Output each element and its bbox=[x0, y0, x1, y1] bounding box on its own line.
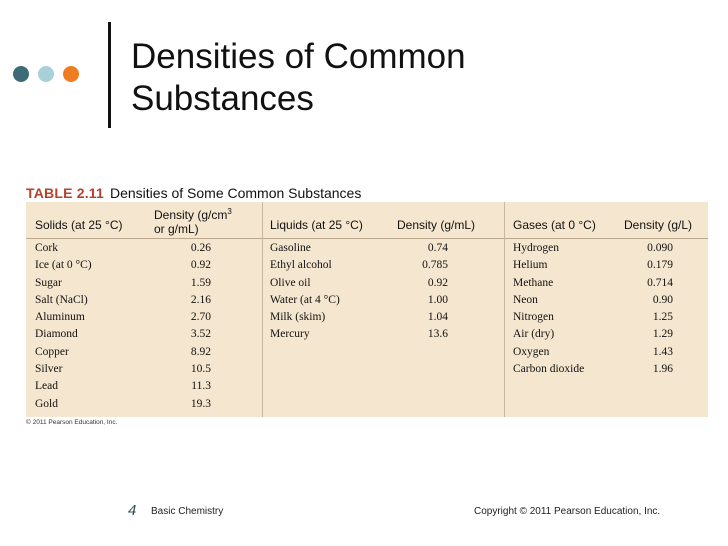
table-cell: Oxygen bbox=[513, 345, 550, 358]
table-cell: Neon bbox=[513, 293, 538, 306]
slide-number: 4 bbox=[128, 502, 137, 519]
table-column-liquids-density: 0.74 0.785 0.92 1.00 1.04 13.6 bbox=[408, 240, 448, 344]
slide-title-line2: Substances bbox=[131, 79, 314, 118]
table-cell: 1.59 bbox=[190, 276, 211, 289]
table-cell: 1.29 bbox=[652, 328, 673, 341]
table-cell: Salt (NaCl) bbox=[35, 293, 88, 306]
table-cell: Silver bbox=[35, 363, 63, 376]
table-cell: Cork bbox=[35, 242, 58, 254]
table-number: TABLE 2.11 bbox=[26, 185, 104, 201]
slide-title: Densities of Common Substances bbox=[131, 36, 466, 120]
table-cell: Air (dry) bbox=[513, 328, 555, 341]
table-cell: Water (at 4 °C) bbox=[270, 293, 340, 306]
table-cell: 0.179 bbox=[647, 259, 673, 272]
table-cell: 1.25 bbox=[652, 311, 673, 324]
table-cell: Ethyl alcohol bbox=[270, 259, 332, 272]
title-divider bbox=[108, 22, 111, 128]
densities-table: Solids (at 25 °C) Density (g/cm3 or g/mL)… bbox=[26, 202, 708, 417]
header-gases-density: Density (g/L) bbox=[624, 218, 693, 232]
header-solids-density-sup: 3 bbox=[227, 207, 232, 216]
dot-light-blue bbox=[38, 66, 54, 82]
table-cell: 2.70 bbox=[190, 311, 211, 324]
table-cell: 0.90 bbox=[652, 293, 673, 306]
table-cell: Aluminum bbox=[35, 311, 85, 324]
table-column-gases: Hydrogen Helium Methane Neon Nitrogen Ai… bbox=[513, 240, 584, 378]
table-cell: Milk (skim) bbox=[270, 311, 326, 324]
table-cell: 10.5 bbox=[190, 363, 211, 376]
table-cell: Sugar bbox=[35, 276, 62, 289]
table-cell: Lead bbox=[35, 380, 58, 393]
table-cell: 0.92 bbox=[427, 276, 448, 289]
table-cell: 2.16 bbox=[190, 293, 211, 306]
table-cell: 11.3 bbox=[191, 380, 211, 393]
table-cell: 0.090 bbox=[647, 242, 673, 254]
table-cell: 13.6 bbox=[427, 328, 448, 341]
table-header-row: Solids (at 25 °C) Density (g/cm3 or g/mL)… bbox=[26, 202, 708, 239]
decorative-dots bbox=[13, 66, 79, 82]
column-divider-2 bbox=[504, 202, 505, 417]
slide-title-line1: Densities of Common bbox=[131, 37, 466, 76]
table-cell: 8.92 bbox=[190, 345, 211, 358]
footer-course: Basic Chemistry bbox=[151, 506, 224, 517]
table-cell: Nitrogen bbox=[513, 311, 554, 324]
table-cell: Methane bbox=[513, 276, 554, 289]
dot-dark-teal bbox=[13, 66, 29, 82]
table-cell: Carbon dioxide bbox=[513, 363, 585, 376]
table-cell: Copper bbox=[35, 345, 69, 358]
footer-copyright: Copyright © 2011 Pearson Education, Inc. bbox=[474, 506, 661, 517]
table-caption: TABLE 2.11 Densities of Some Common Subst… bbox=[26, 185, 361, 201]
header-solids-density-line2: or g/mL) bbox=[154, 222, 199, 236]
table-cell: 1.04 bbox=[427, 311, 448, 324]
table-cell: 1.43 bbox=[652, 345, 673, 358]
table-cell: 0.714 bbox=[647, 276, 673, 289]
table-column-solids-density: 0.26 0.92 1.59 2.16 2.70 3.52 8.92 10.5 … bbox=[171, 240, 211, 413]
header-liquids: Liquids (at 25 °C) bbox=[270, 218, 363, 232]
header-solids-density: Density (g/cm3 or g/mL) bbox=[154, 205, 232, 236]
table-column-liquids: Gasoline Ethyl alcohol Olive oil Water (… bbox=[270, 240, 340, 344]
column-divider-1 bbox=[262, 202, 263, 417]
table-cell: 0.92 bbox=[190, 259, 211, 272]
table-column-gases-density: 0.090 0.179 0.714 0.90 1.25 1.29 1.43 1.… bbox=[631, 240, 673, 378]
header-liquids-density: Density (g/mL) bbox=[397, 218, 476, 232]
header-solids-density-line1: Density (g/cm bbox=[154, 208, 228, 222]
table-cell: 19.3 bbox=[190, 397, 211, 410]
table-cell: Ice (at 0 °C) bbox=[35, 259, 92, 272]
table-cell: 1.96 bbox=[652, 363, 673, 376]
table-cell: 3.52 bbox=[190, 328, 211, 341]
table-cell: Diamond bbox=[35, 328, 78, 341]
table-cell: 1.00 bbox=[427, 293, 448, 306]
dot-orange bbox=[63, 66, 79, 82]
table-cell: 0.785 bbox=[422, 259, 448, 272]
header-solids: Solids (at 25 °C) bbox=[35, 218, 123, 232]
table-cell: Mercury bbox=[270, 328, 310, 341]
table-cell: 0.74 bbox=[427, 242, 448, 254]
table-cell: 0.26 bbox=[190, 242, 211, 254]
table-column-solids: Cork Ice (at 0 °C) Sugar Salt (NaCl) Alu… bbox=[35, 240, 92, 413]
table-credit: © 2011 Pearson Education, Inc. bbox=[26, 419, 118, 426]
table-caption-text: Densities of Some Common Substances bbox=[110, 185, 362, 201]
table-cell: Hydrogen bbox=[513, 242, 559, 254]
table-cell: Olive oil bbox=[270, 276, 311, 289]
table-cell: Gold bbox=[35, 397, 58, 410]
table-cell: Helium bbox=[513, 259, 548, 272]
table-cell: Gasoline bbox=[270, 242, 311, 254]
header-gases: Gases (at 0 °C) bbox=[513, 218, 596, 232]
